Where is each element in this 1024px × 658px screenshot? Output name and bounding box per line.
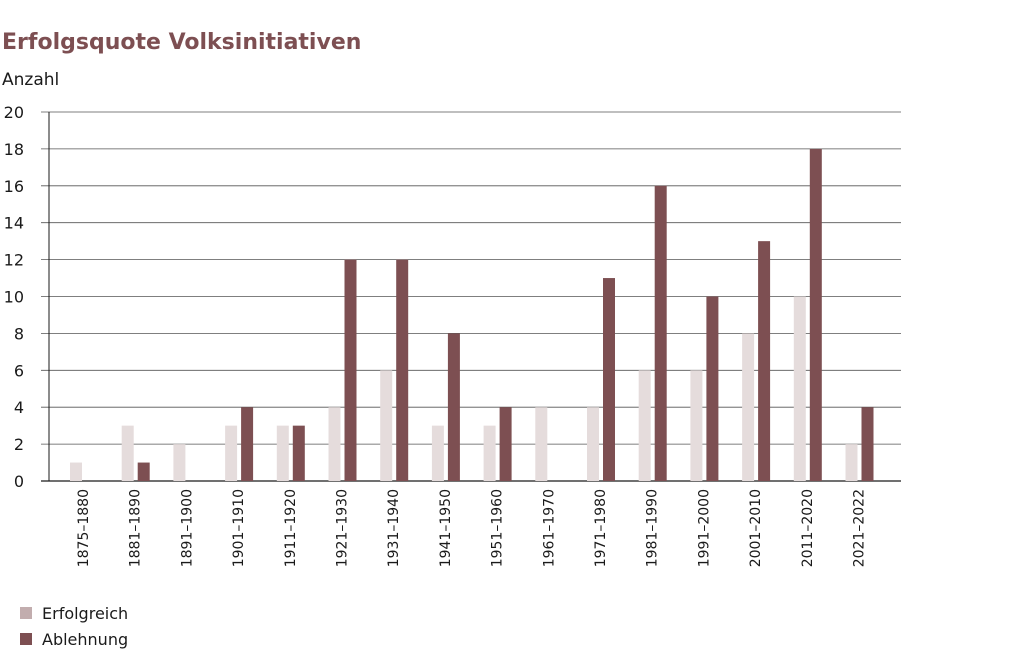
y-tick-label: 20 — [4, 103, 24, 122]
y-tick-label: 18 — [4, 140, 24, 159]
bar-erfolgreich-8 — [431, 425, 444, 481]
y-tick-label: 4 — [14, 398, 24, 417]
x-tick-label: 1891–1900 — [179, 489, 195, 567]
x-tick-label: 1991–2000 — [696, 489, 712, 567]
legend-item-erfolgreich: Erfolgreich — [20, 600, 128, 626]
y-tick-label: 6 — [14, 361, 24, 380]
x-tick-label: 1941–1950 — [438, 489, 454, 567]
x-tick-label: 1901–1910 — [231, 489, 247, 567]
x-tick-label: 1961–1970 — [541, 489, 557, 567]
x-tick-label: 2021–2022 — [852, 489, 868, 567]
bar-ablehnung-9 — [499, 407, 512, 481]
y-tick-label: 16 — [4, 177, 24, 196]
bar-ablehnung-11 — [603, 278, 615, 481]
bar-erfolgreich-5 — [276, 425, 289, 481]
bars — [70, 148, 874, 482]
x-tick-label: 1931–1940 — [386, 489, 402, 567]
chart-title: Erfolgsquote Volksinitiativen — [2, 30, 362, 55]
legend-label-erfolgreich: Erfolgreich — [42, 603, 129, 623]
bar-ablehnung-15 — [809, 148, 822, 481]
x-tick-label: 1981–1990 — [645, 489, 661, 567]
bar-ablehnung-8 — [447, 333, 460, 481]
y-tick-label: 10 — [4, 288, 24, 307]
x-tick-label: 2001–2010 — [748, 489, 764, 567]
bar-erfolgreich-10 — [535, 407, 548, 481]
bar-ablehnung-6 — [344, 259, 357, 481]
bar-erfolgreich-7 — [380, 370, 393, 481]
gridlines — [41, 111, 901, 482]
bar-ablehnung-14 — [758, 241, 771, 481]
y-tick-label: 0 — [14, 472, 24, 491]
bar-erfolgreich-2 — [121, 425, 134, 481]
bar-ablehnung-4 — [241, 407, 254, 481]
legend: Erfolgreich Ablehnung — [20, 600, 128, 652]
y-tick-label: 2 — [14, 435, 24, 454]
bar-erfolgreich-9 — [483, 425, 496, 481]
legend-label-ablehnung: Ablehnung — [42, 629, 129, 649]
x-tick-label: 1875–1880 — [76, 489, 92, 567]
x-tick-label: 1921–1930 — [335, 489, 351, 567]
x-tick-label: 1911–1920 — [283, 489, 299, 567]
bar-chart: 0 2 4 6 8 10 12 14 16 18 20 1875–1880 1881–1890 1891–… — [4, 103, 901, 567]
bar-erfolgreich-11 — [587, 407, 599, 481]
bar-ablehnung-12 — [654, 185, 667, 482]
bar-ablehnung-13 — [706, 296, 719, 481]
bar-erfolgreich-6 — [328, 407, 341, 481]
y-tick-label: 12 — [4, 251, 24, 270]
legend-swatch-erfolgreich — [20, 607, 32, 619]
legend-swatch-ablehnung — [20, 633, 32, 645]
legend-item-ablehnung: Ablehnung — [20, 626, 128, 652]
bar-ablehnung-16 — [861, 407, 874, 481]
bar-erfolgreich-16 — [845, 444, 858, 481]
bar-erfolgreich-15 — [793, 296, 806, 481]
bar-erfolgreich-4 — [225, 425, 238, 481]
x-tick-label: 1881–1890 — [128, 489, 144, 567]
bar-erfolgreich-12 — [638, 370, 651, 481]
y-axis-label: Anzahl — [2, 70, 60, 90]
bar-ablehnung-7 — [396, 259, 409, 481]
axes: 0 2 4 6 8 10 12 14 16 18 20 1875–1880 1881–1890 1891–… — [4, 103, 868, 567]
bar-erfolgreich-14 — [742, 333, 755, 481]
bar-erfolgreich-13 — [690, 370, 703, 481]
y-tick-label: 14 — [4, 214, 24, 233]
bar-erfolgreich-1 — [70, 462, 82, 481]
x-tick-label: 2011–2020 — [800, 489, 816, 567]
bar-erfolgreich-3 — [173, 444, 186, 481]
x-tick-label: 1951–1960 — [490, 489, 506, 567]
x-tick-label: 1971–1980 — [593, 489, 609, 567]
y-tick-label: 8 — [14, 324, 24, 343]
bar-ablehnung-2 — [137, 462, 150, 481]
bar-ablehnung-5 — [292, 425, 305, 481]
